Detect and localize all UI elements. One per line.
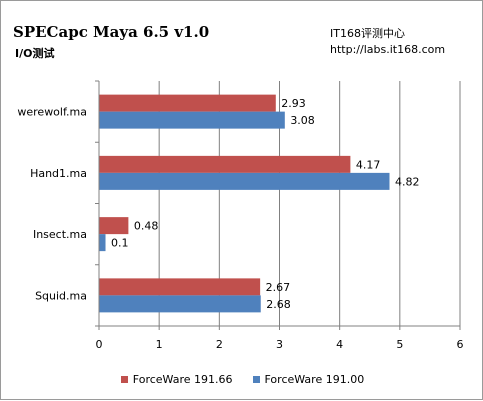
source-label: IT168评测中心: [330, 27, 405, 40]
y-category-label: Squid.ma: [35, 289, 87, 302]
chart-title: SPECapc Maya 6.5 v1.0: [13, 23, 210, 41]
legend-swatch-series-1: [120, 376, 128, 383]
y-category-label: Hand1.ma: [30, 167, 87, 180]
bar-forceware-191-00: [99, 234, 106, 252]
data-label: 4.17: [356, 158, 381, 171]
legend: ForceWare 191.66 ForceWare 191.00: [1, 373, 483, 386]
legend-swatch-series-2: [252, 376, 260, 383]
x-tick-label: 5: [396, 338, 403, 351]
chart-subtitle: I/O测试: [15, 47, 55, 60]
x-tick-label: 1: [156, 338, 163, 351]
y-category-label: Insect.ma: [33, 228, 87, 241]
bar-forceware-191-00: [99, 295, 261, 313]
legend-item-series-2: ForceWare 191.00: [252, 373, 365, 386]
bar-forceware-191-00: [99, 172, 390, 190]
data-label: 2.68: [266, 298, 291, 311]
data-label: 4.82: [395, 175, 420, 188]
data-label: 3.08: [290, 114, 315, 127]
x-tick-label: 3: [276, 338, 283, 351]
legend-label-series-1: ForceWare 191.66: [132, 373, 233, 386]
bar-forceware-191-66: [99, 155, 351, 173]
x-tick-label: 2: [216, 338, 223, 351]
x-tick-label: 0: [96, 338, 103, 351]
legend-item-series-1: ForceWare 191.66: [120, 373, 233, 386]
data-label: 2.67: [266, 281, 291, 294]
x-tick-label: 6: [457, 338, 464, 351]
bar-forceware-191-66: [99, 94, 276, 112]
y-category-label: werewolf.ma: [17, 106, 87, 119]
legend-label-series-2: ForceWare 191.00: [264, 373, 365, 386]
source-url: http://labs.it168.com: [330, 43, 446, 56]
data-label: 0.1: [111, 237, 128, 250]
bar-forceware-191-66: [99, 217, 129, 235]
x-tick-label: 4: [336, 338, 343, 351]
data-label: 0.48: [134, 220, 159, 233]
data-label: 2.93: [281, 97, 306, 110]
bar-forceware-191-66: [99, 278, 261, 296]
bar-forceware-191-00: [99, 111, 285, 129]
